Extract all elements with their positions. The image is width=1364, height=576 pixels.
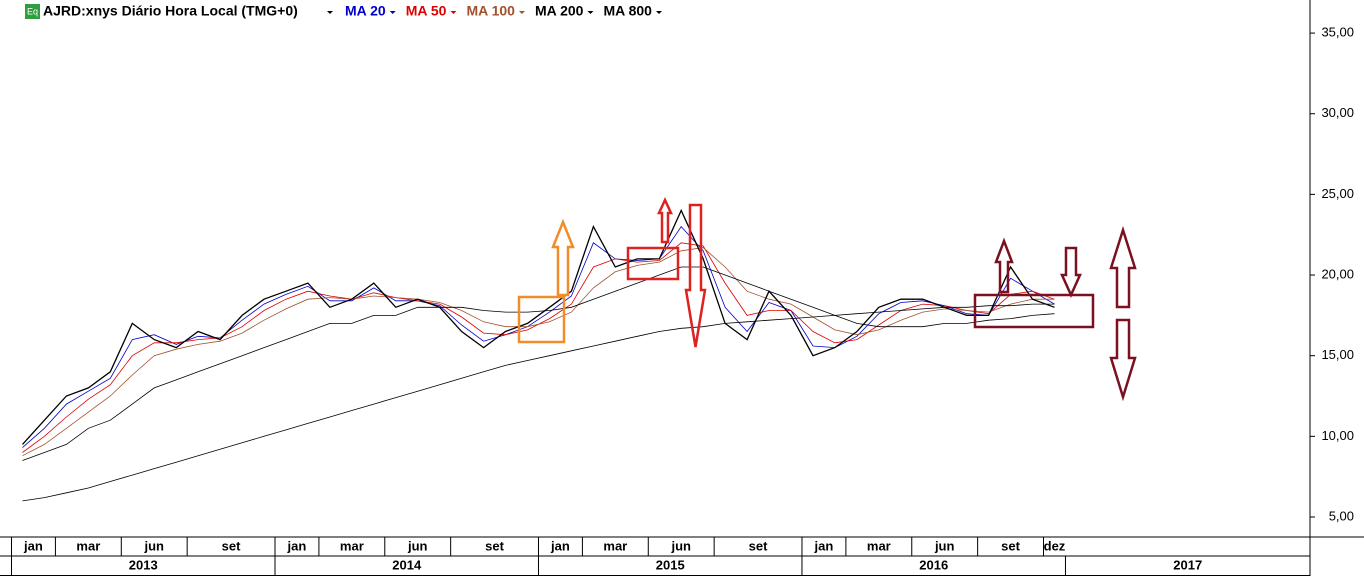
dropdown[interactable]	[587, 11, 594, 14]
arrow-up	[994, 237, 1014, 294]
legend-entry: MA 50	[406, 3, 447, 19]
dropdown[interactable]	[655, 11, 662, 14]
y-tick-label: 35,00	[1321, 25, 1354, 40]
arrow-up	[657, 197, 673, 244]
legend-entry: MA 800	[603, 3, 652, 19]
year-label: 2016	[919, 557, 948, 572]
dropdown[interactable]	[327, 11, 333, 14]
x-tick-label: set	[749, 538, 768, 553]
x-tick-label: set	[222, 538, 241, 553]
box	[517, 295, 566, 344]
x-tick-label: mar	[340, 538, 364, 553]
year-label: 2017	[1173, 557, 1202, 572]
icon	[25, 4, 40, 19]
arrow-down	[1109, 318, 1137, 402]
dropdown[interactable]	[450, 11, 457, 14]
y-tick-label: 30,00	[1321, 105, 1354, 120]
box	[973, 293, 1095, 329]
ma-line	[22, 247, 1055, 457]
dropdown[interactable]	[389, 11, 396, 14]
year-label: 2015	[656, 557, 685, 572]
x-tick-label: jan	[550, 538, 570, 553]
y-tick-label: 5,00	[1329, 508, 1354, 523]
price-line	[22, 208, 1055, 445]
y-tick-label: 20,00	[1321, 266, 1354, 281]
x-tick-label: jun	[670, 538, 691, 553]
plot	[22, 208, 1055, 502]
ma-line	[22, 266, 1055, 461]
x-tick-label: jun	[934, 538, 955, 553]
y-tick-label: 10,00	[1321, 428, 1354, 443]
legend-entry: MA 20	[345, 3, 386, 19]
x-tick-label: mar	[867, 538, 891, 553]
legend-entry: MA 200	[535, 3, 584, 19]
x-tick-label: jan	[23, 538, 43, 553]
arrow-down	[684, 203, 707, 348]
legend-entry: MA 100	[466, 3, 515, 19]
ma-line	[22, 303, 1055, 502]
annotations	[517, 197, 1137, 402]
x-tick-label: jun	[407, 538, 428, 553]
y-tick-label: 15,00	[1321, 347, 1354, 362]
arrow-up	[551, 218, 575, 297]
box	[626, 246, 680, 281]
dropdown[interactable]	[518, 11, 525, 14]
x-tick-label: set	[1001, 538, 1020, 553]
icon-label: Eq	[27, 6, 38, 16]
year-label: 2013	[129, 557, 158, 572]
x-tick-label: set	[485, 538, 504, 553]
legend: MA 20 MA 50 MA 100 MA 200 MA 800	[345, 3, 662, 19]
arrow-up	[1109, 225, 1137, 309]
y-tick-label: 25,00	[1321, 186, 1354, 201]
year-label: 2014	[392, 557, 422, 572]
x-tick-label: dez	[1044, 538, 1066, 553]
arrow-down	[1060, 246, 1082, 299]
chart-title: AJRD:xnys Diário Hora Local (TMG+0)	[43, 3, 298, 19]
x-tick-label: jun	[143, 538, 164, 553]
x-tick-label: mar	[603, 538, 627, 553]
x-tick-label: jan	[287, 538, 307, 553]
x-tick-label: mar	[76, 538, 100, 553]
x-tick-label: jan	[814, 538, 834, 553]
